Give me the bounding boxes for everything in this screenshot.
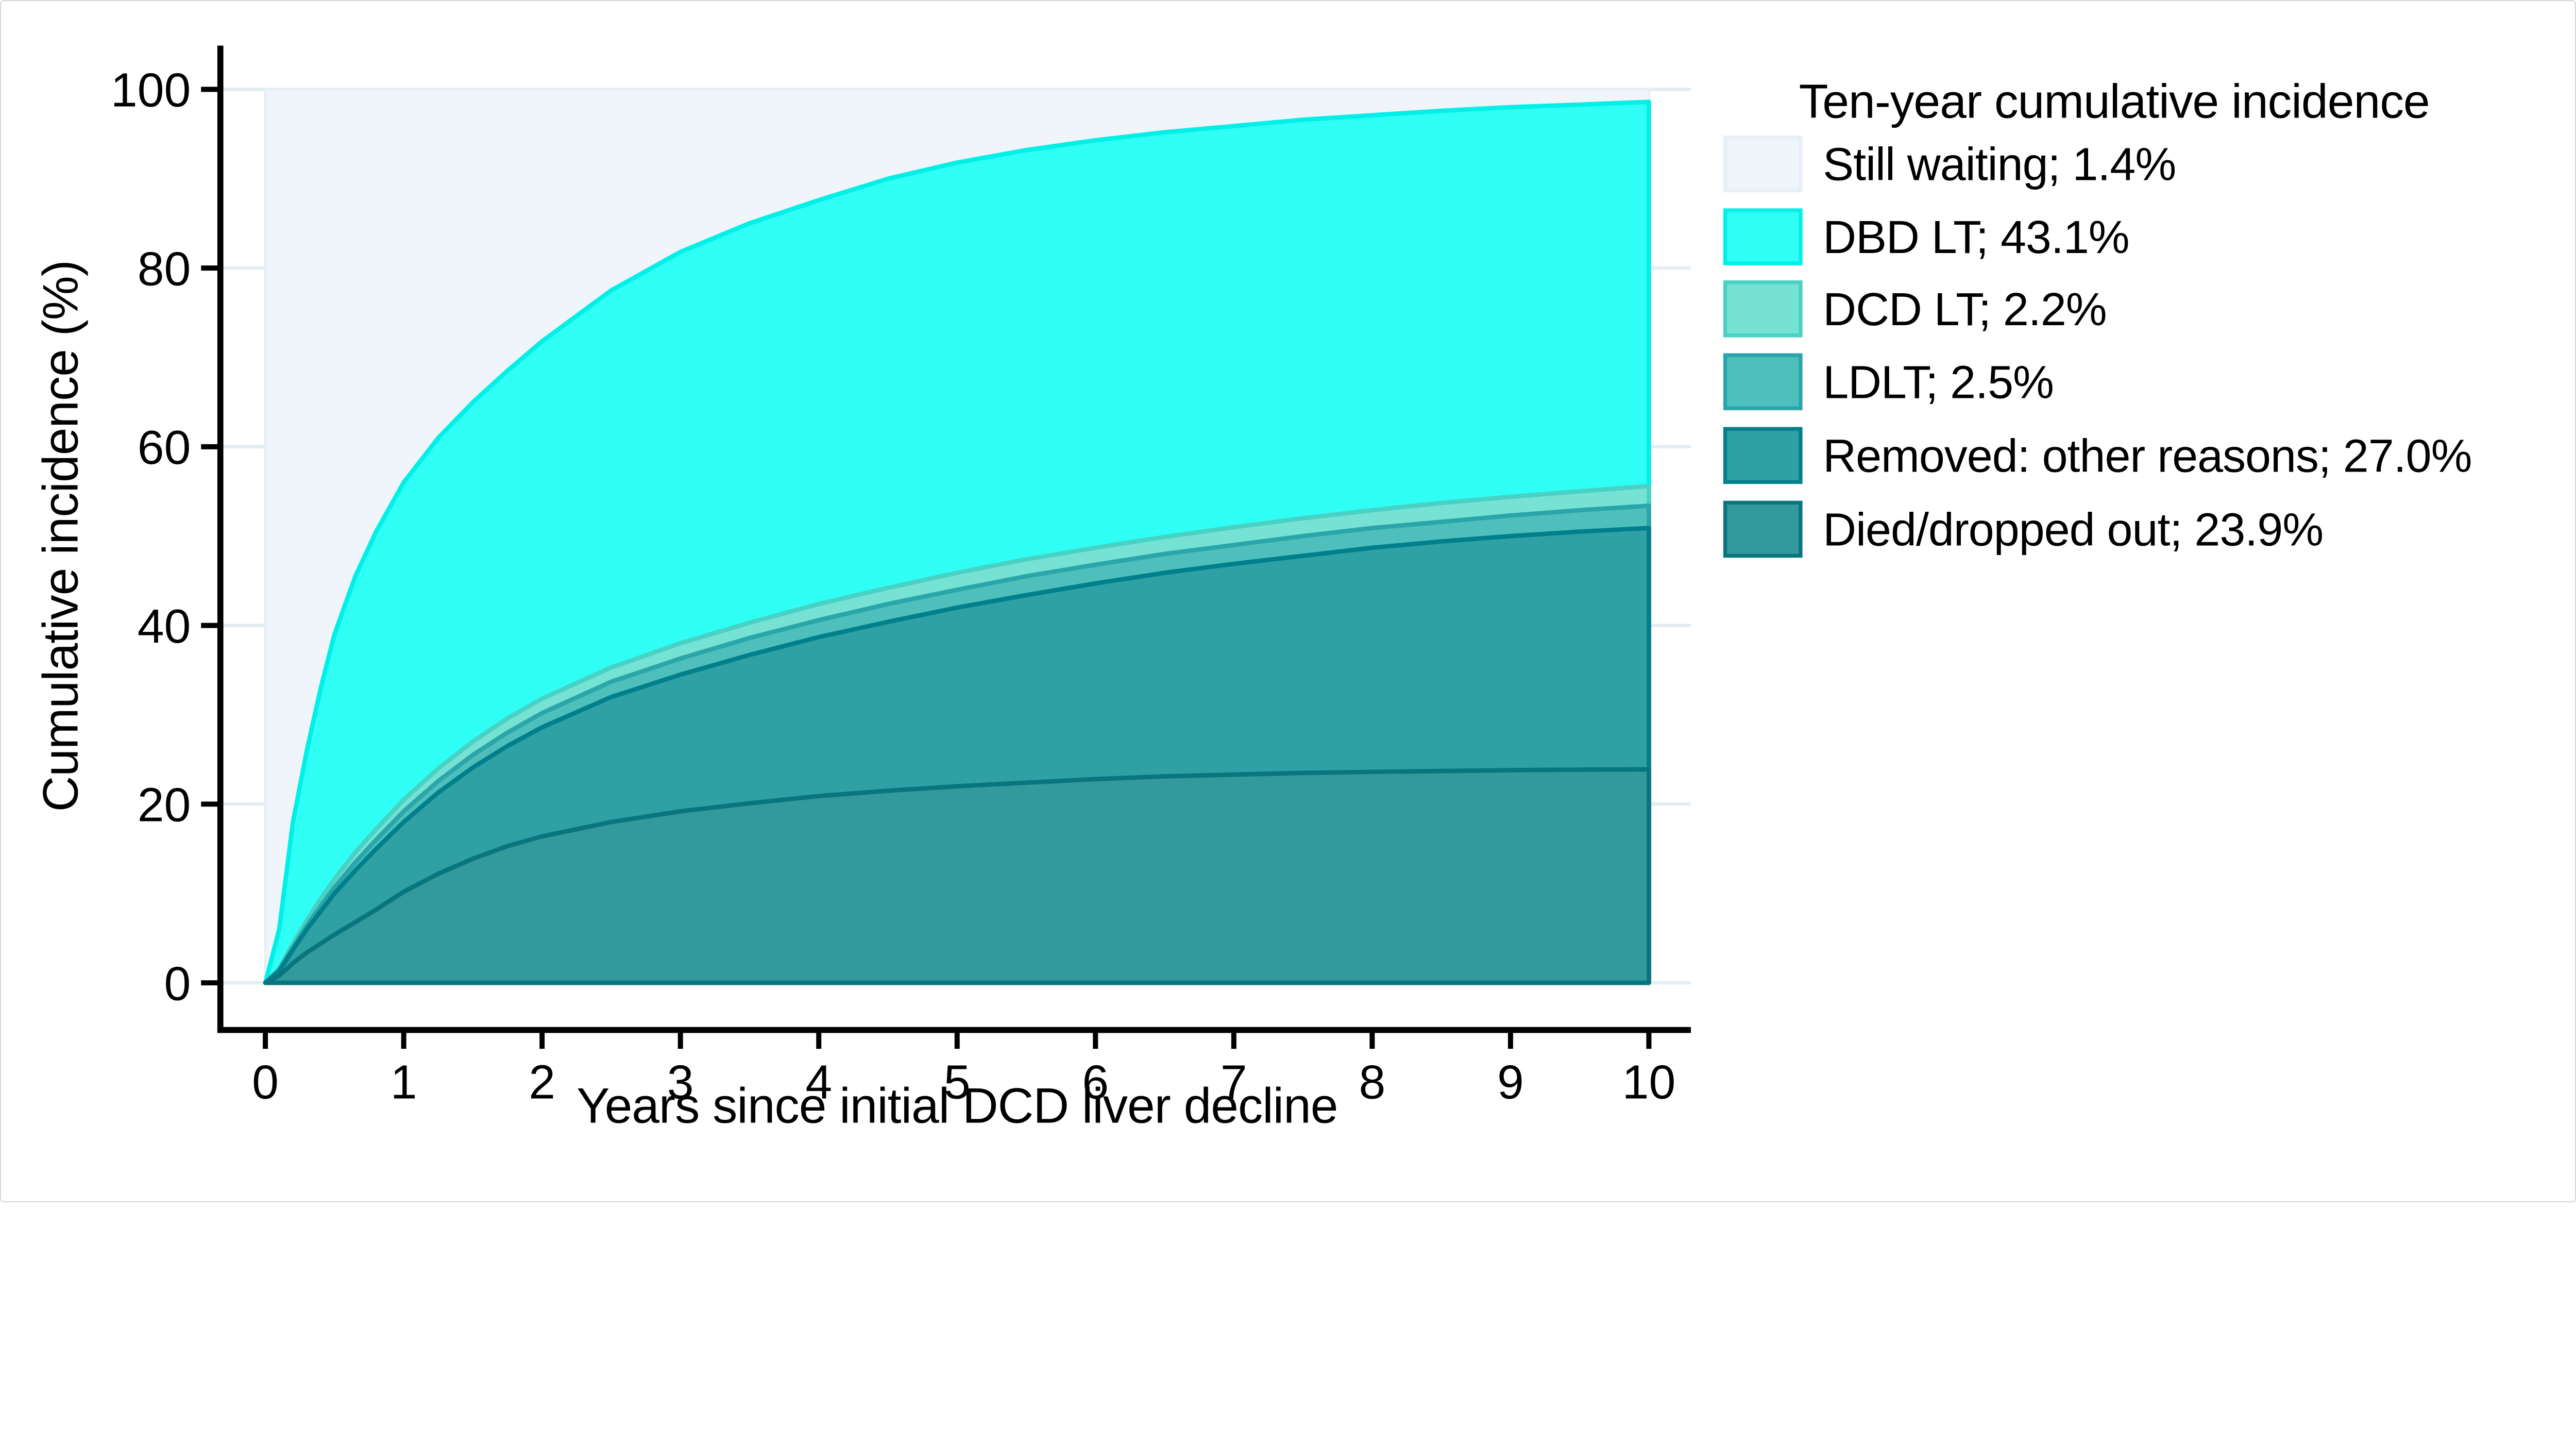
legend-swatch-still-waiting <box>1723 135 1803 193</box>
y-axis-title: Cumulative incidence (%) <box>33 260 89 812</box>
legend-swatch-dbd-lt <box>1723 208 1803 265</box>
legend-label-removed-other-reasons: Removed: other reasons; 27.0% <box>1823 430 2471 482</box>
legend-swatch-dcd-lt <box>1723 280 1803 338</box>
x-tick-label-8: 8 <box>1359 1055 1385 1109</box>
legend-label-dbd-lt: DBD LT; 43.1% <box>1823 212 2129 263</box>
y-tick-label-20: 20 <box>138 778 191 832</box>
x-tick-label-3: 3 <box>667 1055 694 1109</box>
legend: Ten-year cumulative incidence Still wait… <box>1723 74 2472 558</box>
x-tick-label-1: 1 <box>391 1055 417 1109</box>
legend-label-ldlt: LDLT; 2.5% <box>1823 357 2054 408</box>
y-tick-label-40: 40 <box>138 599 191 653</box>
area-died-dropped-out <box>263 767 1651 985</box>
x-tick-label-2: 2 <box>529 1055 555 1109</box>
y-tick-label-100: 100 <box>111 63 191 117</box>
x-tick-label-4: 4 <box>805 1055 832 1109</box>
legend-label-dcd-lt: DCD LT; 2.2% <box>1823 284 2106 335</box>
legend-label-still-waiting: Still waiting; 1.4% <box>1823 139 2176 191</box>
stacked-areas <box>263 88 1651 985</box>
legend-item-still-waiting: Still waiting; 1.4% <box>1723 135 2176 193</box>
legend-title: Ten-year cumulative incidence <box>1799 74 2430 128</box>
x-axis-title: Years since initial DCD liver decline <box>577 1078 1337 1133</box>
legend-label-died-dropped-out: Died/dropped out; 23.9% <box>1823 505 2323 556</box>
legend-swatch-ldlt <box>1723 353 1803 410</box>
x-tick-label-5: 5 <box>944 1055 971 1109</box>
figure: 0 20 40 60 80 100 0 1 2 3 4 5 6 7 8 9 10 Cumulative inci… <box>0 0 2576 1203</box>
legend-swatch-removed-other-reasons <box>1723 427 1803 484</box>
x-tick-label-0: 0 <box>252 1055 279 1109</box>
legend-item-ldlt: LDLT; 2.5% <box>1723 353 2054 410</box>
legend-item-dbd-lt: DBD LT; 43.1% <box>1723 208 2130 265</box>
x-tick-label-10: 10 <box>1622 1055 1676 1109</box>
y-tick-label-80: 80 <box>138 242 191 295</box>
y-tick-label-0: 0 <box>164 957 191 1010</box>
tick-labels: 0 20 40 60 80 100 0 1 2 3 4 5 6 7 8 9 10 <box>111 63 1675 1109</box>
x-tick-label-7: 7 <box>1221 1055 1247 1109</box>
legend-item-dcd-lt: DCD LT; 2.2% <box>1723 280 2107 338</box>
legend-swatch-died-dropped-out <box>1723 500 1803 558</box>
x-tick-label-6: 6 <box>1082 1055 1109 1109</box>
y-tick-label-60: 60 <box>138 421 191 474</box>
legend-item-removed-other-reasons: Removed: other reasons; 27.0% <box>1723 427 2472 484</box>
legend-item-died-dropped-out: Died/dropped out; 23.9% <box>1723 500 2324 558</box>
cumulative-incidence-chart: 0 20 40 60 80 100 0 1 2 3 4 5 6 7 8 9 10 Cumulative inci… <box>33 45 2472 1133</box>
x-tick-label-9: 9 <box>1497 1055 1524 1109</box>
legend-entries: Still waiting; 1.4% DBD LT; 43.1% DCD LT; … <box>1723 135 2472 558</box>
axes <box>201 45 1691 1049</box>
